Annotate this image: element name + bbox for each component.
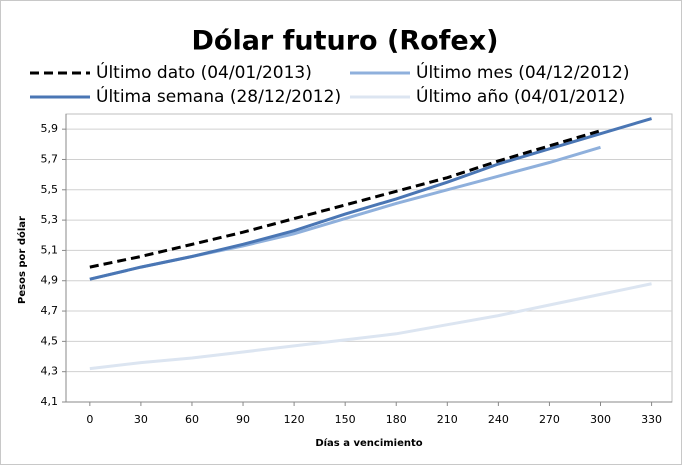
x-tick-label: 330 <box>641 413 662 426</box>
x-tick-label: 300 <box>590 413 611 426</box>
y-tick-label: 5,7 <box>41 152 59 165</box>
x-tick-label: 90 <box>236 413 250 426</box>
x-tick-label: 0 <box>86 413 93 426</box>
y-tick-label: 4,3 <box>41 365 59 378</box>
y-axis-title: Pesos por dólar <box>16 216 28 304</box>
y-tick-label: 5,1 <box>41 243 59 256</box>
y-tick-label: 4,1 <box>41 395 59 408</box>
x-tick-label: 150 <box>335 413 356 426</box>
y-tick-label: 5,5 <box>41 183 59 196</box>
series-line <box>89 129 601 269</box>
legend-label: Último dato (04/01/2013) <box>96 61 312 83</box>
x-tick-label: 30 <box>134 413 148 426</box>
y-tick-label: 4,5 <box>41 334 59 347</box>
y-tick-label: 4,9 <box>41 274 59 287</box>
y-tick-label: 5,3 <box>41 213 59 226</box>
legend-label: Último año (04/01/2012) <box>416 85 625 107</box>
x-tick-label: 270 <box>539 413 560 426</box>
series-line <box>89 117 652 281</box>
x-tick-label: 60 <box>185 413 199 426</box>
y-tick-label: 5,9 <box>41 122 59 135</box>
x-tick-label: 210 <box>437 413 458 426</box>
chart-title: Dólar futuro (Rofex) <box>191 26 498 57</box>
legend-label: Última semana (28/12/2012) <box>96 85 341 107</box>
y-tick-label: 4,7 <box>41 304 59 317</box>
x-axis-title: Días a vencimiento <box>315 437 422 449</box>
x-tick-label: 180 <box>386 413 407 426</box>
x-tick-label: 240 <box>488 413 509 426</box>
series-line <box>89 282 652 371</box>
legend-label: Último mes (04/12/2012) <box>416 61 629 83</box>
x-tick-label: 120 <box>284 413 305 426</box>
